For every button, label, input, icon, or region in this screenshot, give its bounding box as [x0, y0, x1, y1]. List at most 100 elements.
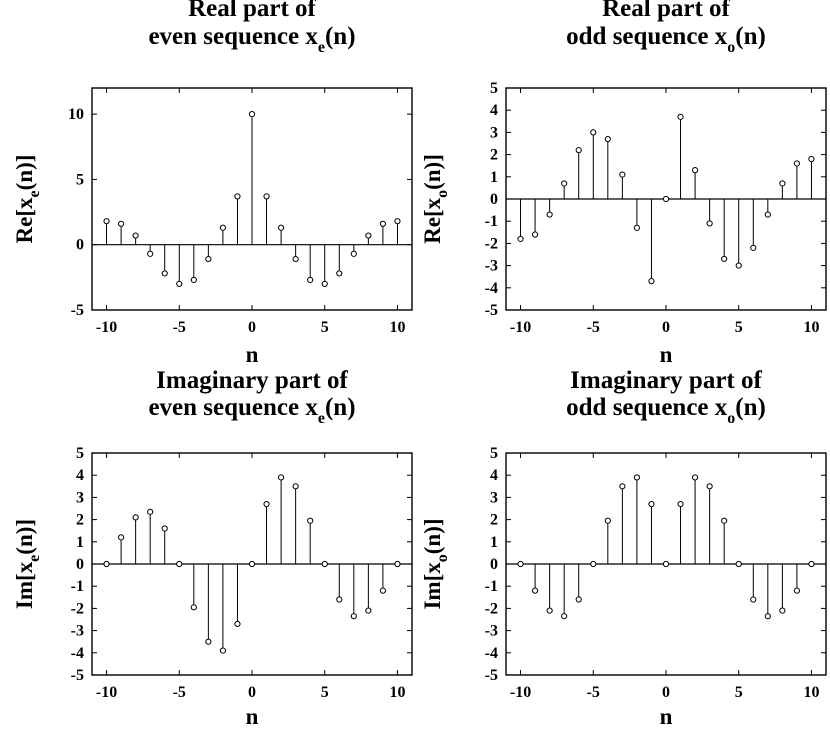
chart-title-subscript: e	[318, 410, 325, 427]
stem-marker	[147, 250, 154, 257]
y-tick-label: -4	[71, 645, 84, 662]
x-tick-label: 10	[389, 319, 405, 336]
stem-marker	[277, 474, 285, 481]
stem-marker	[350, 613, 357, 620]
stem-marker	[706, 220, 713, 227]
chart-title-text: odd sequence x	[566, 394, 728, 421]
stem-marker	[808, 560, 815, 568]
stem-marker	[350, 250, 357, 257]
y-tick-label: 5	[76, 171, 84, 188]
stem-marker	[648, 278, 655, 285]
x-tick-label: -5	[587, 684, 600, 701]
stem-marker	[648, 500, 655, 508]
x-tick-label: 0	[662, 684, 670, 701]
chart-title-line1: Imaginary part of	[570, 367, 762, 394]
y-tick-label: -5	[71, 302, 84, 319]
chart-title-text: even sequence x	[148, 23, 318, 50]
stem-marker	[103, 560, 110, 568]
chart-title-line2: even sequence xe(n)	[148, 394, 355, 427]
x-axis-label: n	[246, 704, 259, 729]
stem-marker	[205, 638, 212, 645]
stem-marker	[321, 560, 328, 568]
y-tick-label: 3	[490, 124, 498, 141]
y-tick-label: 1	[490, 534, 498, 551]
stem-marker	[248, 560, 256, 568]
stem-marker	[590, 560, 597, 568]
x-tick-label: 0	[248, 319, 256, 336]
stem-marker	[793, 160, 801, 167]
stem-marker	[721, 255, 728, 263]
stem-marker	[721, 517, 728, 524]
chart-title-subscript: o	[727, 39, 735, 56]
x-tick-label: 5	[735, 684, 743, 701]
y-axis-label-suffix: (n)]	[420, 518, 445, 554]
x-tick-label: 10	[803, 684, 819, 701]
y-tick-label: 0	[490, 556, 498, 573]
stem-marker	[750, 244, 757, 251]
stem-marker	[205, 255, 212, 263]
x-axis-label: n	[660, 342, 673, 367]
x-tick-label: 10	[803, 319, 819, 336]
y-tick-label: 3	[490, 489, 498, 506]
y-tick-label: 2	[76, 512, 84, 529]
y-axis-label-subscript: o	[434, 554, 451, 562]
y-tick-label: 1	[76, 534, 84, 551]
y-tick-label: -4	[485, 645, 498, 662]
x-tick-label: -5	[173, 319, 186, 336]
stem-marker	[176, 560, 183, 568]
x-tick-label: 5	[321, 684, 329, 701]
x-tick-label: -5	[173, 684, 186, 701]
stem-marker	[365, 232, 372, 239]
y-axis-label-prefix: Im[x	[420, 562, 445, 610]
stem-marker	[779, 180, 786, 187]
stem-marker	[604, 517, 611, 524]
y-tick-label: -3	[485, 258, 498, 275]
stem-marker	[336, 596, 343, 603]
stem-marker	[248, 111, 256, 118]
chart-title-line2: even sequence xe(n)	[148, 23, 355, 56]
stem-marker	[190, 276, 197, 284]
x-tick-label: 5	[735, 319, 743, 336]
x-tick-label: -10	[96, 319, 117, 336]
chart-title-subscript: e	[318, 39, 325, 56]
y-tick-label: 0	[490, 191, 498, 208]
y-tick-label: -5	[485, 302, 498, 319]
stem-marker	[147, 508, 154, 515]
stem-marker	[691, 474, 699, 481]
stem-marker	[161, 525, 168, 532]
y-axis-label: Im[xe(n)]	[12, 519, 43, 609]
y-tick-label: 5	[490, 445, 498, 462]
y-axis-label-suffix: (n)]	[12, 519, 37, 555]
y-tick-label: 4	[490, 102, 498, 119]
y-tick-label: 0	[76, 556, 84, 573]
y-tick-label: -4	[485, 280, 498, 297]
stem-marker	[307, 517, 314, 524]
chart-title-line1: Real part of	[602, 0, 730, 22]
x-tick-label: -5	[587, 319, 600, 336]
chart-title-suffix: (n)	[325, 394, 356, 421]
stem-marker	[365, 607, 372, 614]
stem-marker	[132, 232, 139, 239]
stem-marker	[517, 560, 524, 568]
y-axis-label-suffix: (n)]	[12, 155, 37, 191]
stem-marker	[517, 235, 524, 243]
y-tick-label: -5	[485, 667, 498, 684]
stem-marker	[575, 147, 582, 154]
chart-title-line2: odd sequence xo(n)	[566, 23, 766, 56]
x-axis-label: n	[246, 342, 259, 367]
stem-marker	[735, 262, 742, 269]
y-axis-label: Re[xe(n)]	[12, 155, 43, 244]
stem-marker	[292, 483, 299, 490]
y-axis-label-subscript: e	[26, 555, 43, 562]
stem-marker	[764, 613, 771, 620]
stem-marker	[263, 193, 270, 200]
stem-marker	[561, 180, 568, 187]
stem-marker	[764, 211, 771, 218]
chart-title-line1: Real part of	[188, 0, 316, 22]
y-axis-label-subscript: o	[434, 190, 451, 198]
chart-title-line2: odd sequence xo(n)	[566, 394, 766, 427]
